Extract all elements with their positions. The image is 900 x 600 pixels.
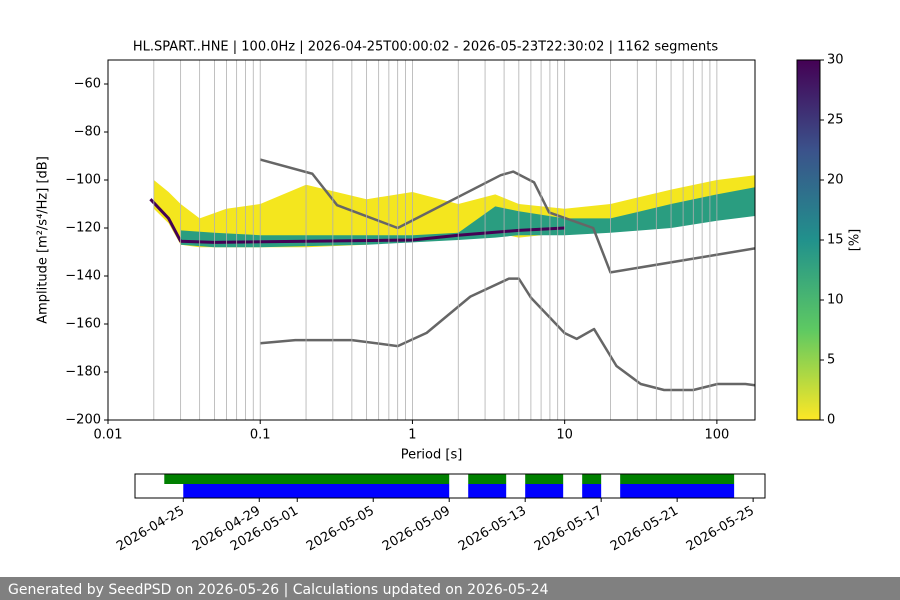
colorbar-tick-label: 20 xyxy=(827,173,844,188)
footer-bar xyxy=(0,577,900,600)
colorbar-tick-label: 15 xyxy=(827,233,844,248)
y-tick-label: −80 xyxy=(74,125,101,140)
chart-title: HL.SPART..HNE | 100.0Hz | 2026-04-25T00:… xyxy=(133,40,718,55)
y-tick-label: −140 xyxy=(65,269,101,284)
availability-segment xyxy=(620,474,735,484)
x-tick-label: 10 xyxy=(556,428,573,443)
availability-segment xyxy=(525,474,564,484)
y-tick-label: −180 xyxy=(65,365,101,380)
x-tick-label: 1 xyxy=(408,428,416,443)
availability-segment xyxy=(582,474,602,484)
x-tick-label: 2026-05-17 xyxy=(532,504,605,555)
y-tick-label: −60 xyxy=(74,77,101,92)
x-axis-label: Period [s] xyxy=(401,448,463,463)
x-tick-label: 2026-05-25 xyxy=(684,504,757,555)
y-tick-label: −120 xyxy=(65,221,101,236)
noise-model xyxy=(260,277,755,392)
timeline-frame xyxy=(134,473,766,499)
footer: Generated by SeedPSD on 2026-05-26 | Cal… xyxy=(8,582,549,598)
density-band xyxy=(153,175,755,248)
density-band xyxy=(180,187,755,248)
availability-segment xyxy=(183,484,450,498)
colorbar-tick-label: 25 xyxy=(827,113,844,128)
availability-segment xyxy=(620,484,735,498)
noise-model xyxy=(259,158,755,274)
colorbar-tick-label: 5 xyxy=(827,353,835,368)
x-tick-label: 100 xyxy=(704,428,729,443)
x-tick-label: 0.01 xyxy=(94,428,123,443)
colorbar-tick-label: 10 xyxy=(827,293,844,308)
x-tick-label: 2026-05-09 xyxy=(380,504,453,555)
availability-segment xyxy=(582,484,602,498)
y-tick-label: −200 xyxy=(65,413,101,428)
availability-segment xyxy=(164,474,450,484)
x-tick-label: 2026-05-21 xyxy=(608,504,681,555)
x-tick-label: 2026-05-05 xyxy=(304,504,377,555)
plot-area xyxy=(149,158,755,392)
availability-segment xyxy=(525,484,564,498)
x-tick-label: 0.1 xyxy=(250,428,271,443)
availability-segment xyxy=(468,484,507,498)
colorbar xyxy=(796,59,821,421)
colorbar-tick-label: 0 xyxy=(827,413,835,428)
colorbar-label: [%] xyxy=(848,229,863,252)
colorbar-tick-label: 30 xyxy=(827,53,844,68)
y-tick-label: −160 xyxy=(65,317,101,332)
x-tick-label: 2026-05-13 xyxy=(456,504,529,555)
availability-segment xyxy=(468,474,507,484)
y-axis-label: Amplitude [m²/s⁴/Hz] [dB] xyxy=(36,156,51,324)
y-tick-label: −100 xyxy=(65,173,101,188)
x-tick-label: 2026-04-25 xyxy=(114,504,187,555)
axes-frame xyxy=(107,59,756,421)
